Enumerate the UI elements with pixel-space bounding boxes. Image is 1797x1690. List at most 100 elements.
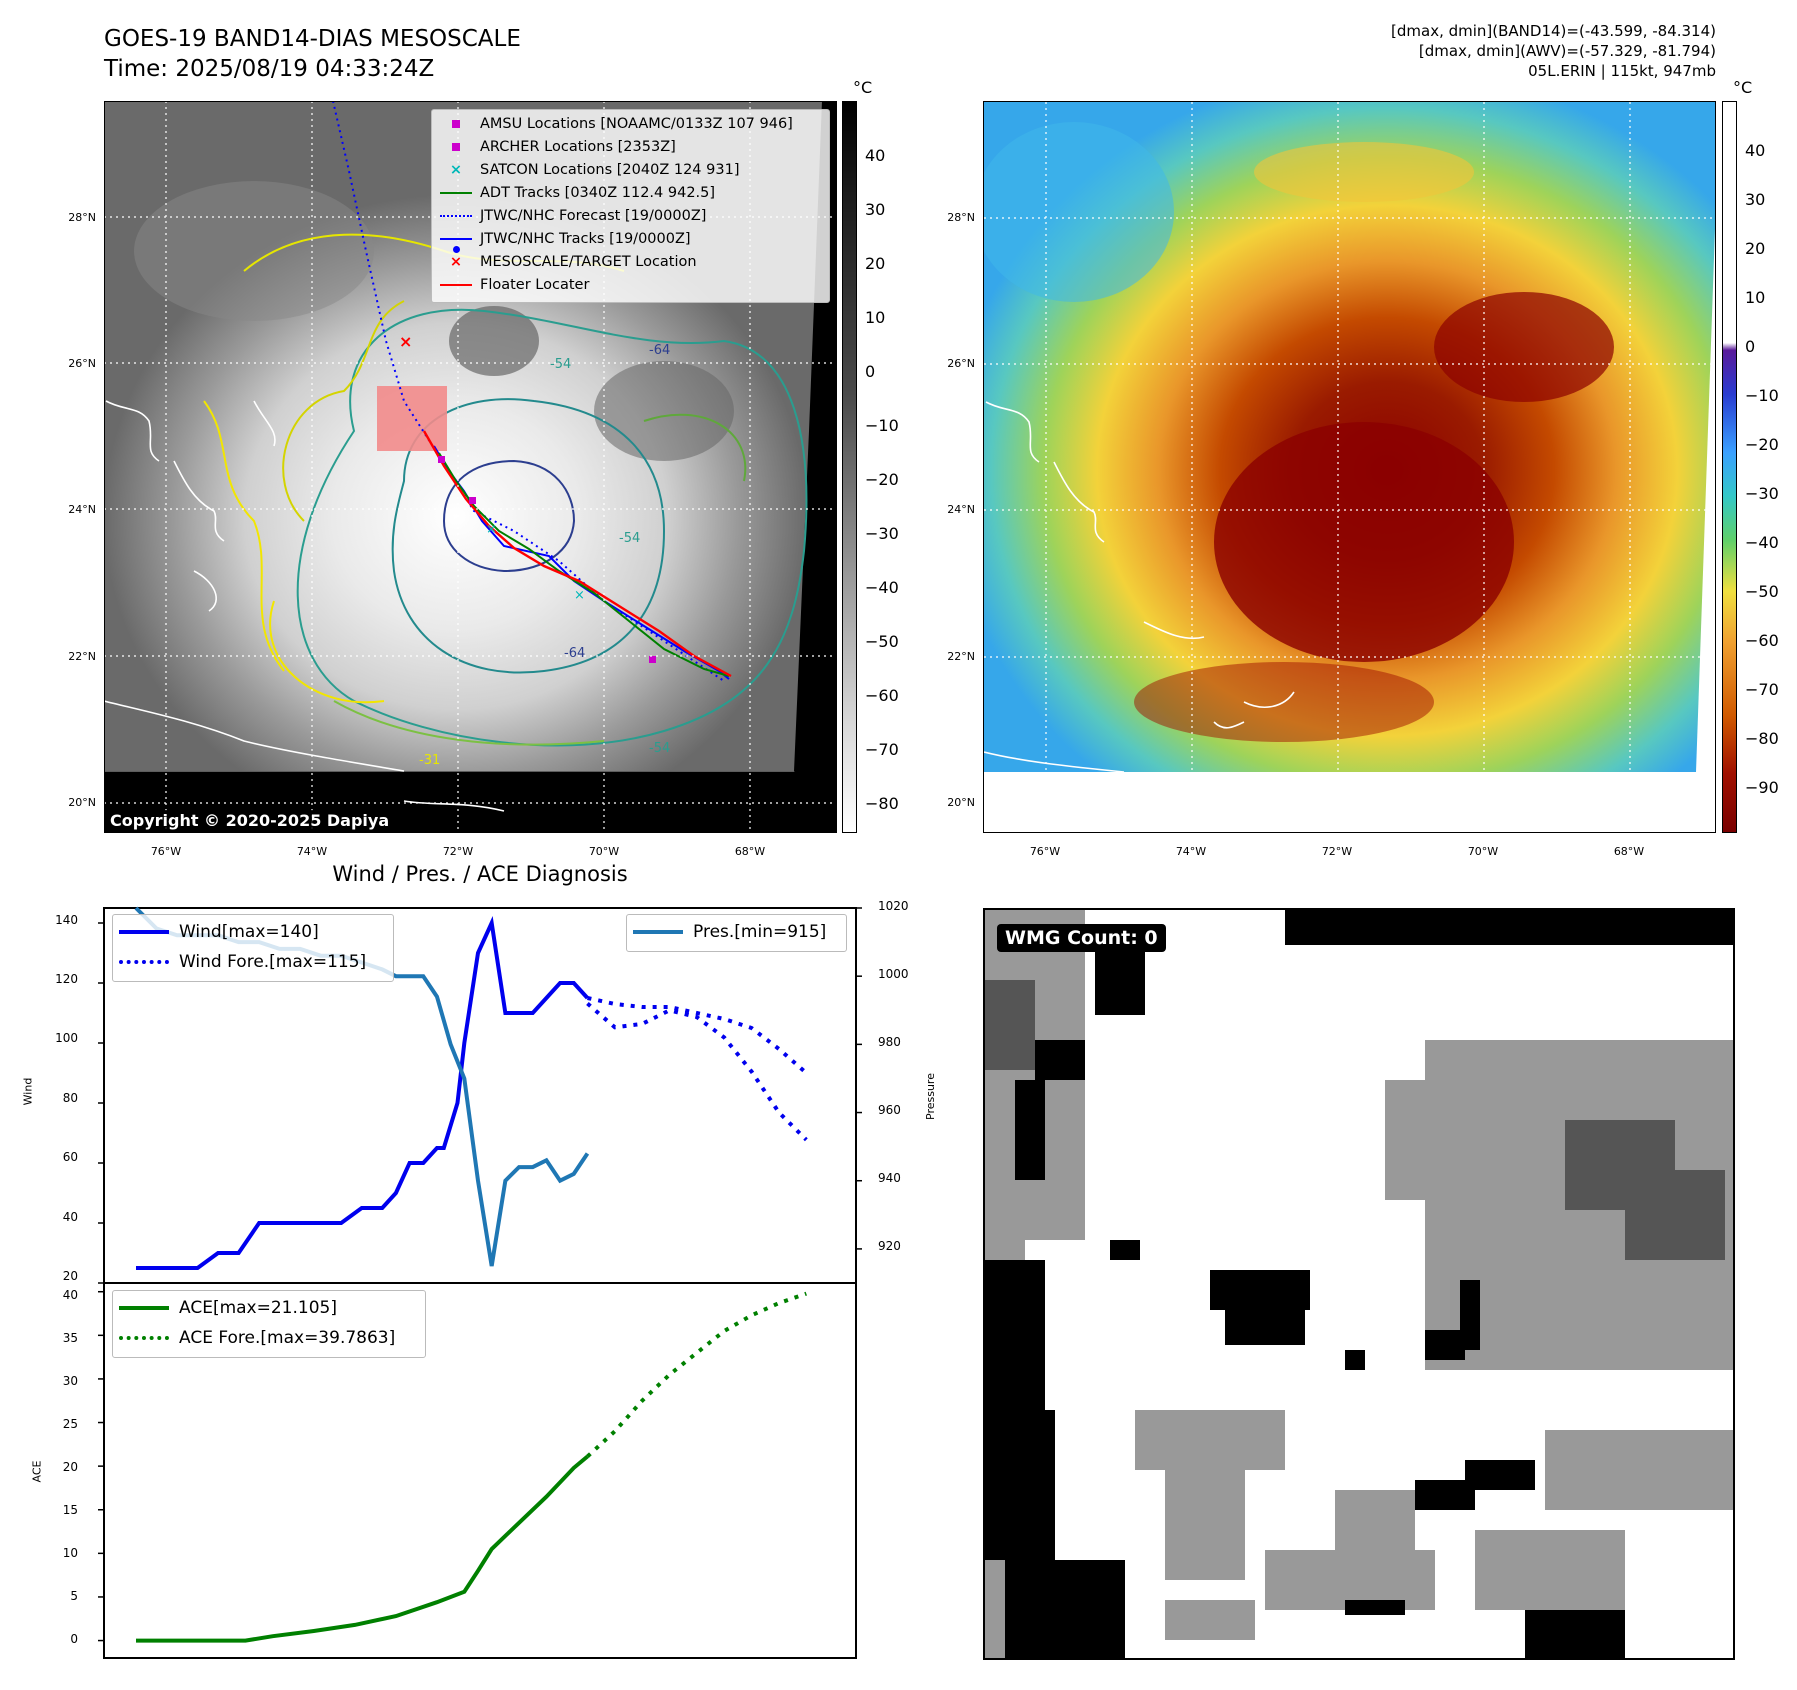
legend-label: Pres.[min=915] xyxy=(693,922,827,942)
colorbar-tick: −20 xyxy=(865,470,899,489)
contour-label: -64 xyxy=(564,646,586,661)
colorbar-color xyxy=(1722,101,1737,833)
lon-label: 76°W xyxy=(1029,845,1061,858)
lat-label: 26°N xyxy=(947,357,975,370)
colorbar-tick: −40 xyxy=(865,578,899,597)
colorbar-tick: −50 xyxy=(865,632,899,651)
map-legend: AMSU Locations [NOAAMC/0133Z 107 946] AR… xyxy=(431,109,830,303)
ace-axis-label: ACE xyxy=(30,1460,44,1483)
wind-tick: 40 xyxy=(62,1210,78,1224)
ace-tick: 40 xyxy=(62,1288,78,1302)
wind-tick: 20 xyxy=(62,1269,78,1283)
legend-label: SATCON Locations [2040Z 124 931] xyxy=(480,161,740,178)
lat-label: 26°N xyxy=(68,357,96,370)
line-dot-icon xyxy=(440,237,472,240)
series-line-wind-1 xyxy=(587,996,808,1075)
legend-label: Wind[max=140] xyxy=(179,922,319,942)
lon-label: 74°W xyxy=(296,845,328,858)
colorbar-tick: 20 xyxy=(865,254,886,273)
colorbar-color-unit: °C xyxy=(1733,78,1753,97)
lat-label: 20°N xyxy=(947,796,975,809)
pressure-axis-label: Pressure xyxy=(923,1073,937,1120)
ace-tick: 5 xyxy=(70,1589,78,1603)
colorbar-tick: 30 xyxy=(1745,190,1766,209)
lon-label: 76°W xyxy=(150,845,182,858)
pressure-tick: 940 xyxy=(878,1171,901,1185)
colorbar-tick: −20 xyxy=(1745,435,1779,454)
lat-label: 22°N xyxy=(947,650,975,663)
ace-tick: 10 xyxy=(62,1546,78,1560)
contour-label: -54 xyxy=(550,357,572,372)
legend-item-pres: Pres.[min=915] xyxy=(627,917,846,947)
square-marker-icon xyxy=(452,142,460,151)
colorbar-tick: 10 xyxy=(1745,288,1766,307)
legend-label: ADT Tracks [0340Z 112.4 942.5] xyxy=(480,184,716,201)
dotted-line-icon xyxy=(119,1336,169,1340)
legend-item-ace: ACE[max=21.105] xyxy=(113,1293,425,1323)
ir-grayscale-map: × × × -54 -64 -54 -54 -64 -31 AMSU Locat… xyxy=(104,101,837,833)
x-marker-icon: × xyxy=(449,161,463,178)
lon-label: 72°W xyxy=(1321,845,1353,858)
wind-legend: Wind[max=140] Wind Fore.[max=115] xyxy=(112,914,394,982)
diagnosis-chart xyxy=(98,906,862,1659)
ir-map-frame xyxy=(104,101,837,833)
colorbar-tick: −30 xyxy=(865,524,899,543)
legend-label: JTWC/NHC Tracks [19/0000Z] xyxy=(480,230,691,247)
ace-tick: 20 xyxy=(62,1460,78,1474)
legend-label: Wind Fore.[max=115] xyxy=(179,952,367,972)
ace-legend: ACE[max=21.105] ACE Fore.[max=39.7863] xyxy=(112,1290,426,1358)
legend-label: AMSU Locations [NOAAMC/0133Z 107 946] xyxy=(480,115,793,132)
lat-label: 22°N xyxy=(68,650,96,663)
x-marker-icon: × xyxy=(449,253,463,270)
line-icon xyxy=(119,930,169,934)
diag-title: Wind / Pres. / ACE Diagnosis xyxy=(332,862,628,886)
dotted-line-icon xyxy=(119,960,169,964)
colorbar-tick: 0 xyxy=(1745,337,1756,356)
pressure-tick: 920 xyxy=(878,1239,901,1253)
lon-label: 72°W xyxy=(442,845,474,858)
pressure-tick: 980 xyxy=(878,1035,901,1049)
colorbar-tick: −30 xyxy=(1745,484,1779,503)
colorbar-tick: −60 xyxy=(865,686,899,705)
wind-tick: 60 xyxy=(62,1150,78,1164)
legend-item-forecast: JTWC/NHC Forecast [19/0000Z] xyxy=(432,204,829,227)
wmg-count-label: WMG Count: 0 xyxy=(997,924,1166,952)
wind-axis-label: Wind xyxy=(21,1077,35,1106)
colorbar-gray-unit: °C xyxy=(853,78,873,97)
pressure-legend: Pres.[min=915] xyxy=(626,914,847,952)
legend-item-archer: ARCHER Locations [2353Z] xyxy=(432,135,829,158)
legend-label: Floater Locater xyxy=(480,276,590,293)
wmg-panel: WMG Count: 0 xyxy=(983,908,1735,1660)
pressure-tick: 1020 xyxy=(878,899,909,913)
colorbar-tick: 20 xyxy=(1745,239,1766,258)
pressure-tick: 1000 xyxy=(878,967,909,981)
copyright-label: Copyright © 2020-2025 Dapiya xyxy=(106,810,394,831)
lon-label: 68°W xyxy=(1613,845,1645,858)
contour-label: -54 xyxy=(649,741,671,756)
chart-time: Time: 2025/08/19 04:33:24Z xyxy=(104,56,435,82)
colorbar-tick: −70 xyxy=(1745,680,1779,699)
lat-label: 28°N xyxy=(947,211,975,224)
legend-label: MESOSCALE/TARGET Location xyxy=(480,253,697,270)
ace-tick: 35 xyxy=(62,1331,78,1345)
colorbar-tick: −10 xyxy=(1745,386,1779,405)
lon-label: 68°W xyxy=(734,845,766,858)
colorbar-tick: 30 xyxy=(865,200,886,219)
lat-label: 28°N xyxy=(68,211,96,224)
dotted-line-icon xyxy=(440,214,472,217)
colorbar-tick: −40 xyxy=(1745,533,1779,552)
contour-label: -54 xyxy=(619,531,641,546)
colorbar-tick: −90 xyxy=(1745,778,1779,797)
colorbar-tick: 0 xyxy=(865,362,876,381)
wind-tick: 120 xyxy=(55,972,78,986)
ace-tick: 30 xyxy=(62,1374,78,1388)
contour-label: -31 xyxy=(419,753,441,768)
ace-tick: 25 xyxy=(62,1417,78,1431)
wind-tick: 100 xyxy=(55,1031,78,1045)
legend-item-tracks: JTWC/NHC Tracks [19/0000Z] xyxy=(432,227,829,253)
legend-item-wind: Wind[max=140] xyxy=(113,917,393,947)
colorbar-tick: −10 xyxy=(865,416,899,435)
legend-item-wind-fore: Wind Fore.[max=115] xyxy=(113,947,393,977)
legend-item-mesoscale: × MESOSCALE/TARGET Location xyxy=(432,250,829,273)
lat-label: 24°N xyxy=(68,503,96,516)
